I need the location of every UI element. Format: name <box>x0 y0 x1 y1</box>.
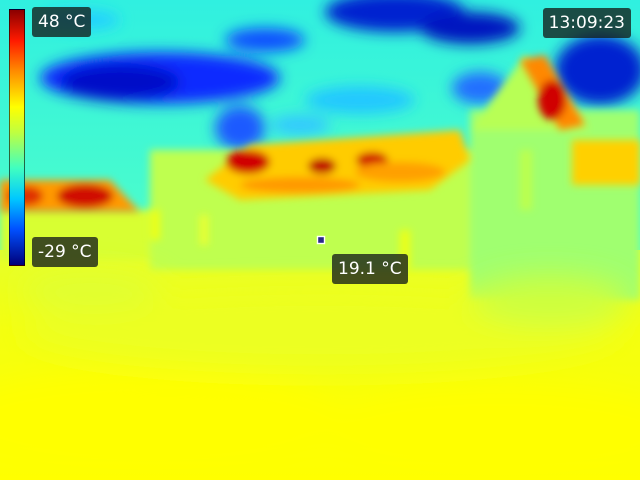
clock-time: 13:09:23 <box>542 8 631 38</box>
scale-min-label: -29 °C <box>32 237 98 267</box>
spot-crosshair-icon <box>316 235 326 245</box>
scale-max-label: 48 °C <box>32 7 92 37</box>
spot-temperature-reading: 19.1 °C <box>332 254 408 284</box>
temperature-scale-bar <box>9 9 25 266</box>
